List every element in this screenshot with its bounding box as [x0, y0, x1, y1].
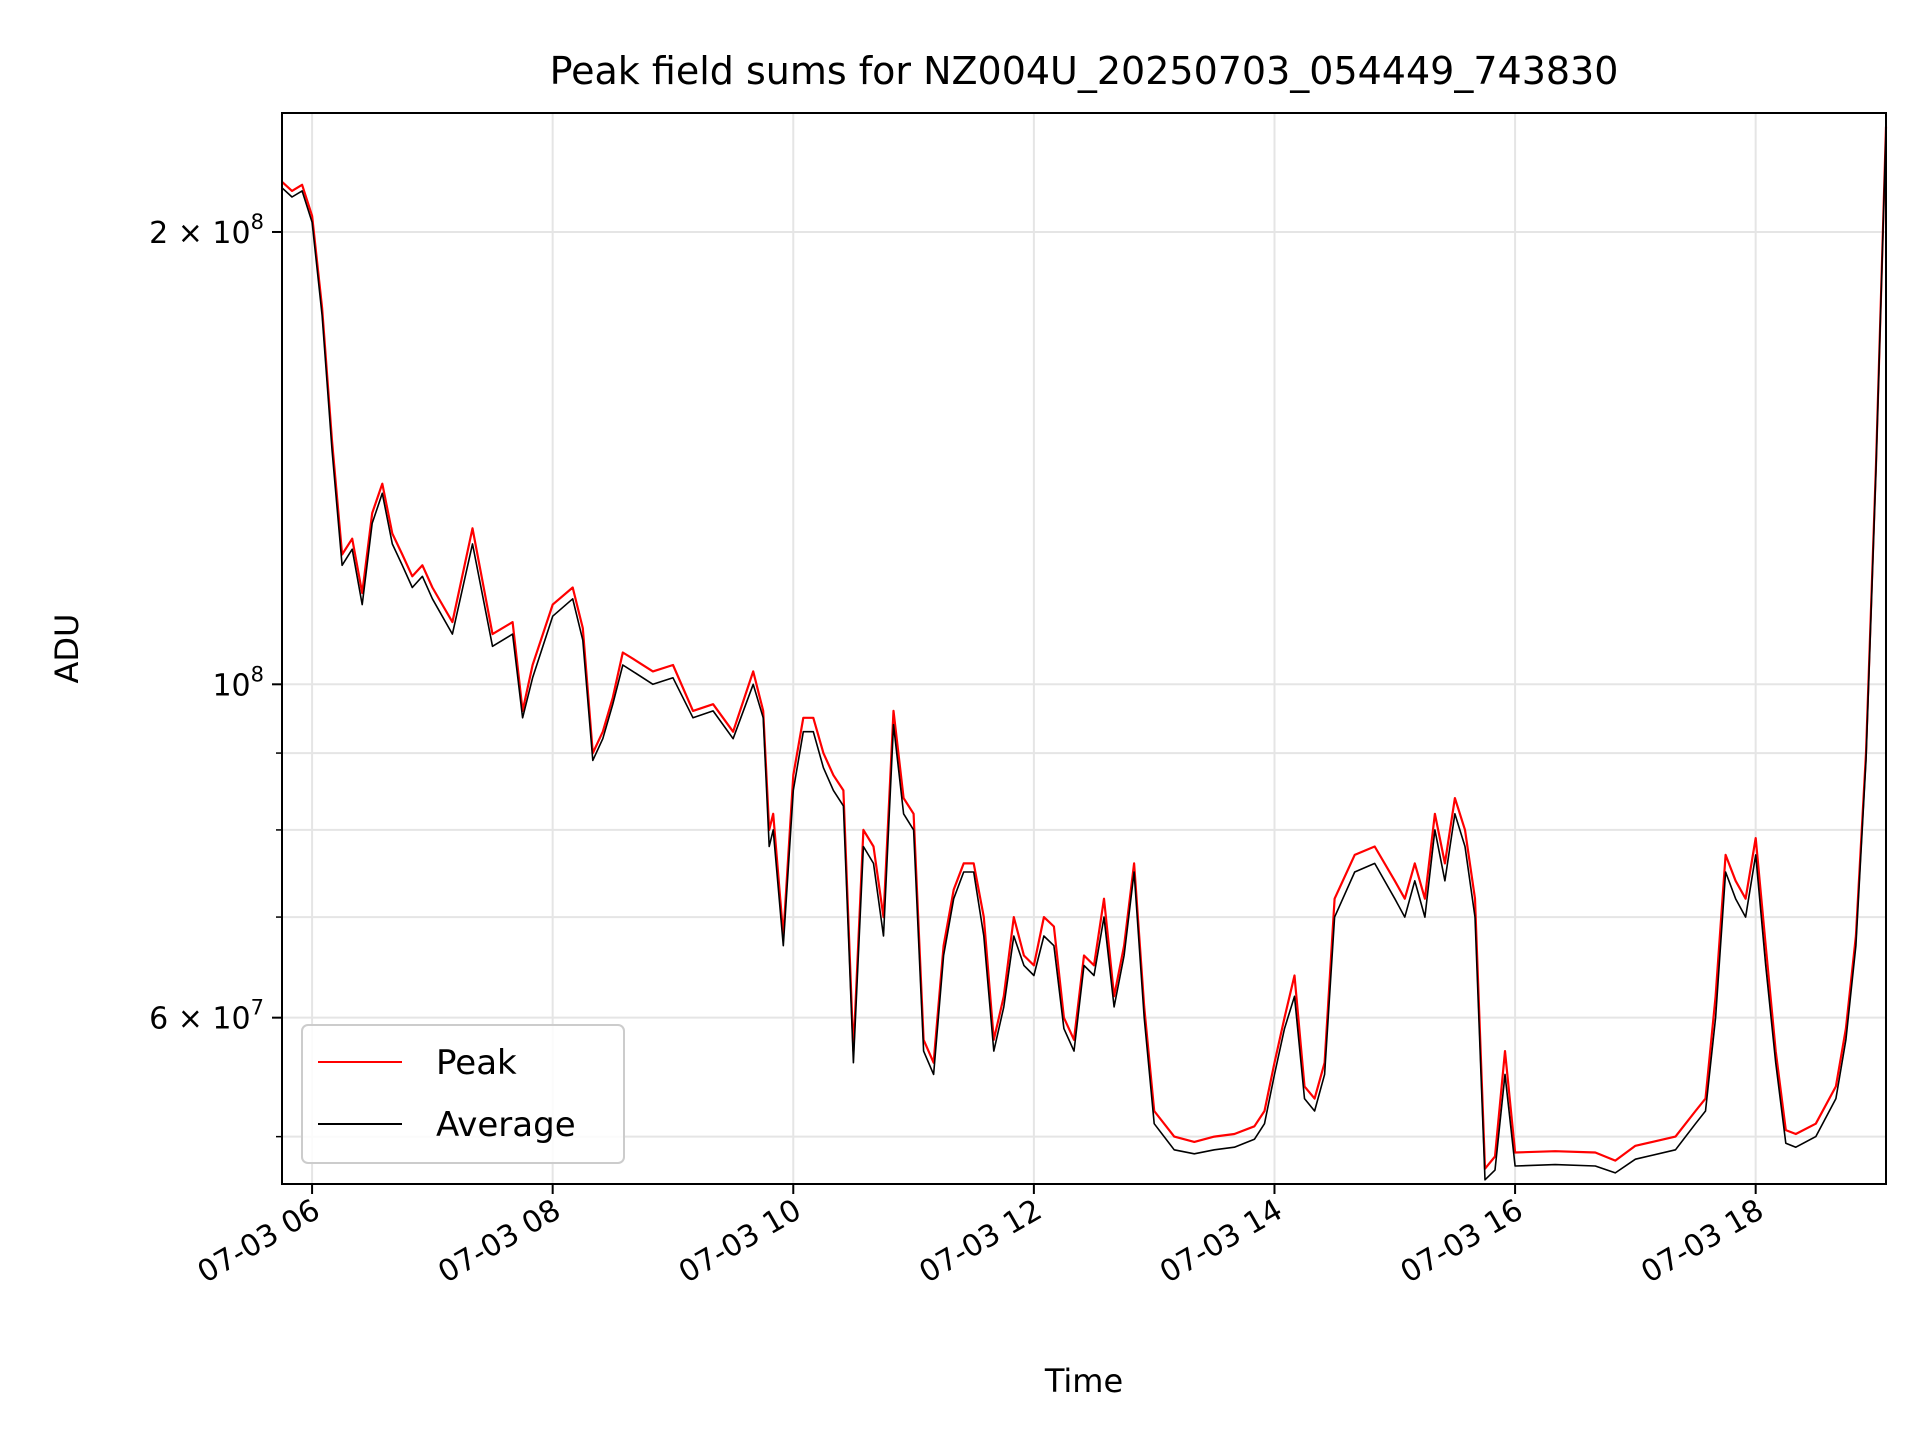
legend-label-peak: Peak	[436, 1043, 517, 1083]
plot-frame	[281, 112, 1887, 1185]
y-tick-label: 6 × 107	[149, 996, 264, 1037]
y-tick-label: 2 × 108	[149, 210, 264, 251]
x-axis-label: Time	[1044, 1362, 1123, 1400]
legend: Peak Average	[301, 1024, 625, 1164]
series-line-average	[281, 129, 1887, 1181]
chart-title: Peak field sums for NZ004U_20250703_0544…	[550, 49, 1619, 93]
grid	[282, 113, 1886, 1184]
series-lines	[281, 126, 1888, 1181]
legend-label-average: Average	[436, 1105, 576, 1145]
legend-box	[301, 1024, 625, 1164]
y-axis-label: ADU	[48, 614, 86, 684]
series-line-peak	[281, 126, 1888, 1170]
